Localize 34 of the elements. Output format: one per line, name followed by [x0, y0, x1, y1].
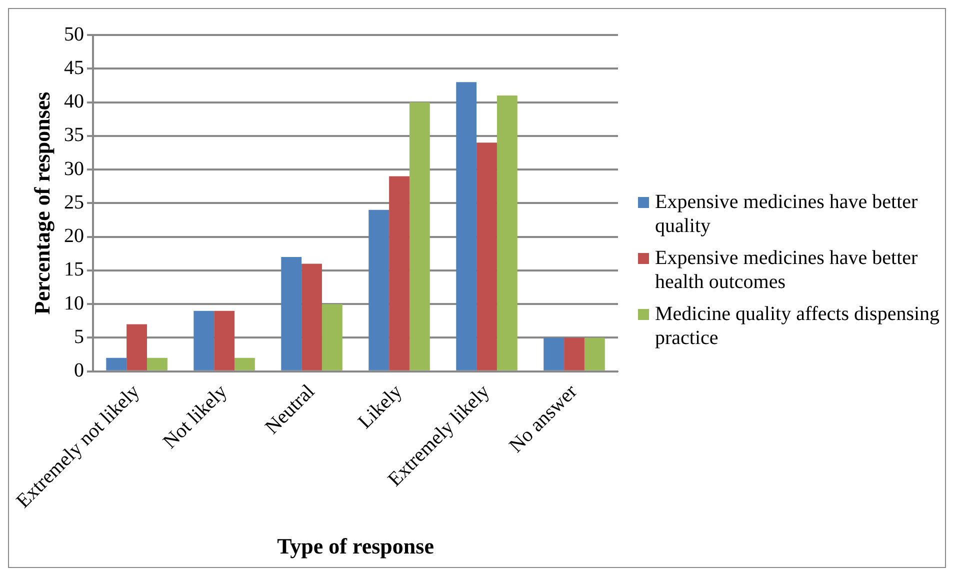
y-tick-label: 30 — [64, 158, 84, 180]
bar — [126, 324, 147, 370]
y-axis-title: Percentage of responses — [30, 91, 55, 315]
x-axis-title: Type of response — [277, 533, 434, 558]
bar — [146, 358, 168, 370]
y-tick-label: 0 — [74, 360, 84, 382]
y-tick-label: 20 — [64, 225, 84, 248]
bar — [234, 358, 255, 370]
bar — [584, 338, 605, 370]
y-tick-label: 10 — [64, 292, 84, 314]
bar — [322, 304, 342, 370]
legend-label: Expensive medicines have better health outcomes — [655, 246, 919, 294]
y-tick-label: 40 — [64, 90, 84, 113]
bar — [302, 264, 322, 370]
legend-label: Medicine quality affects dispensing practice — [655, 302, 941, 350]
y-tick-label: 50 — [64, 23, 84, 46]
legend-label: Expensive medicines have better quality — [655, 190, 919, 238]
bar — [389, 176, 410, 370]
bar — [456, 82, 477, 370]
bar — [409, 102, 430, 370]
bar — [106, 358, 127, 370]
bar — [368, 210, 390, 370]
bar — [281, 257, 302, 370]
bar — [564, 338, 584, 370]
y-tick-label: 45 — [64, 56, 84, 79]
bar — [194, 310, 214, 370]
y-tick-label: 5 — [74, 326, 84, 348]
bar — [214, 310, 234, 370]
y-tick-label: 15 — [64, 258, 84, 281]
y-tick-label: 35 — [64, 124, 84, 146]
bar — [476, 142, 497, 370]
y-tick-label: 25 — [64, 191, 84, 214]
bar — [496, 96, 518, 370]
bar — [544, 338, 564, 370]
